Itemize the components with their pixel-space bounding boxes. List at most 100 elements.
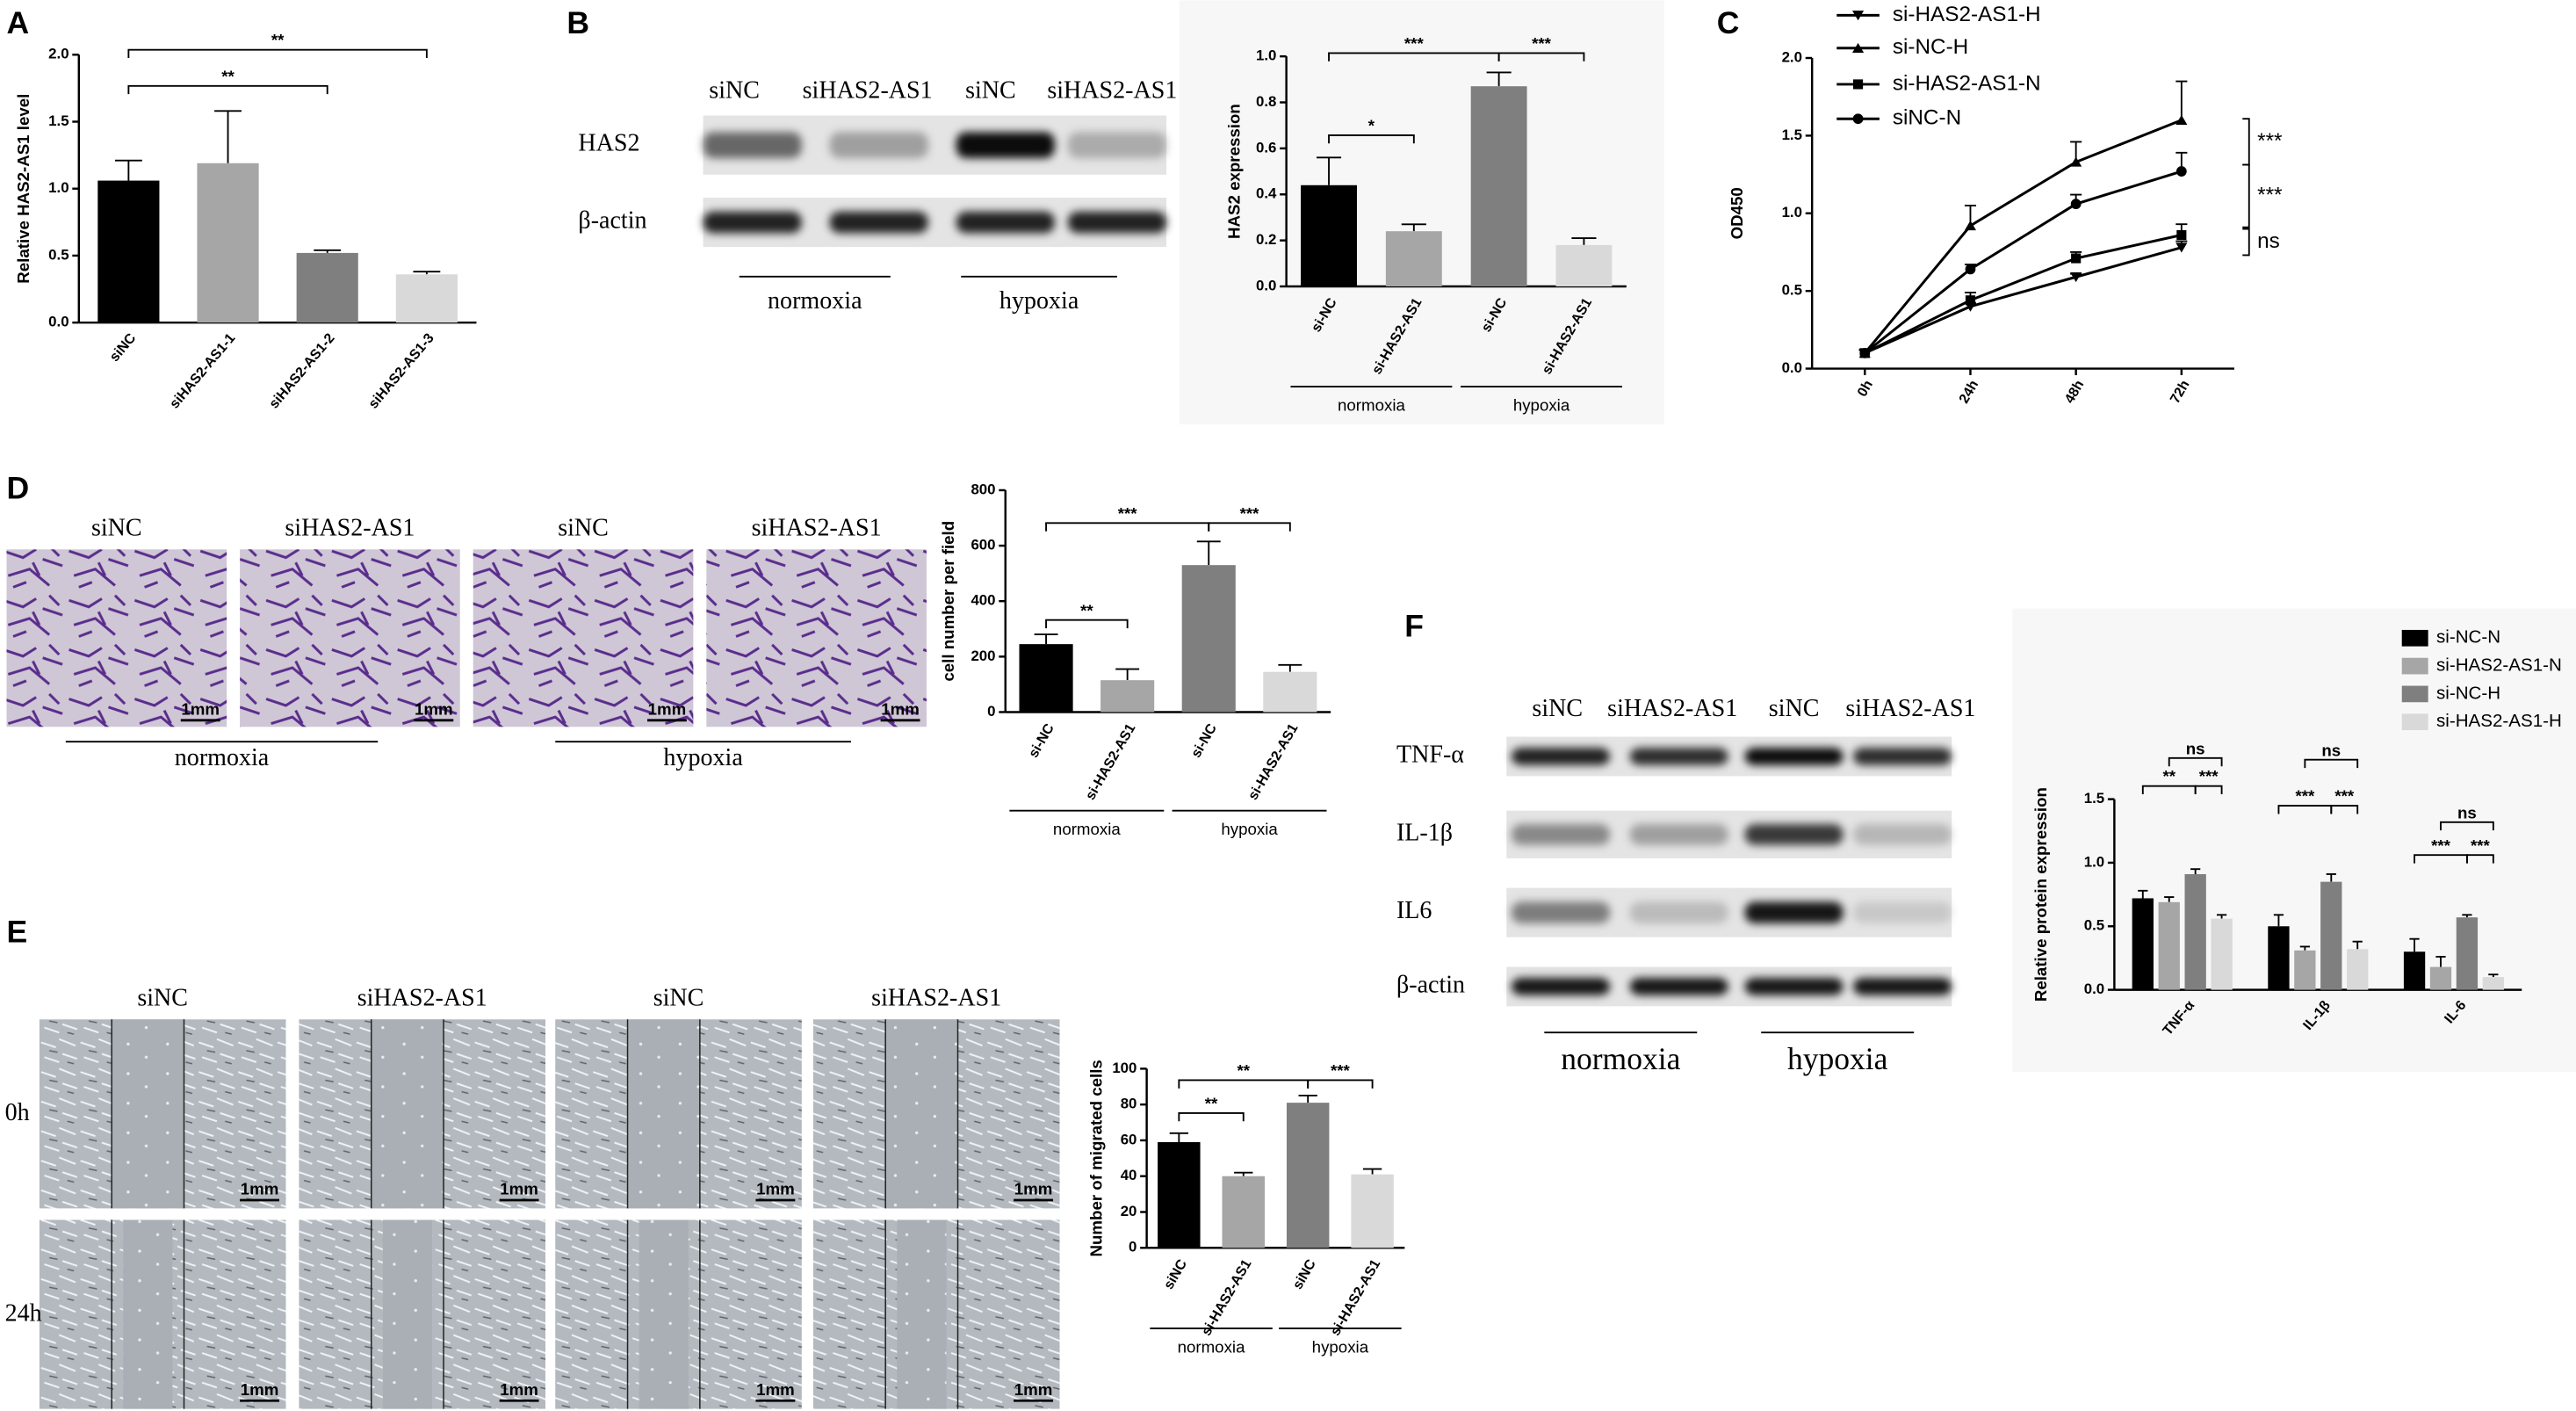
y-tick-label: 0.6 — [1256, 139, 1276, 156]
blot-band — [1852, 901, 1952, 924]
bar — [2482, 977, 2505, 990]
column-label: siHAS2-AS1 — [285, 514, 415, 541]
marker — [1859, 347, 1871, 358]
lane-label: siNC — [965, 77, 1016, 105]
significance-label: *** — [2257, 129, 2283, 153]
blot-band — [1629, 748, 1728, 765]
significance-label: ns — [2257, 229, 2280, 253]
legend-swatch — [2401, 713, 2428, 731]
lane-label: siHAS2-AS1 — [1607, 695, 1737, 722]
significance-bracket — [2440, 821, 2494, 831]
significance-label: ns — [2321, 741, 2341, 759]
significance-label: *** — [2431, 836, 2451, 855]
scale-bar-label: 1mm — [881, 700, 920, 719]
bar — [1019, 644, 1073, 713]
bar — [1263, 671, 1317, 713]
bar — [2347, 949, 2369, 990]
error-bar — [1401, 223, 1426, 232]
scale-bar-label: 1mm — [415, 700, 453, 719]
error-bar — [2352, 940, 2363, 950]
error-bar — [2216, 914, 2227, 919]
micrograph — [240, 549, 460, 727]
bar — [2429, 966, 2452, 990]
y-tick-label: 0.0 — [48, 314, 69, 330]
y-tick-label: 0.4 — [1256, 185, 1277, 202]
error-bar — [413, 271, 441, 275]
y-tick-label: 0.0 — [1782, 359, 1802, 376]
legend-swatch — [2401, 685, 2428, 703]
bar — [395, 274, 458, 323]
column-label: siNC — [558, 514, 609, 541]
bar — [1351, 1174, 1394, 1248]
error-bar — [2190, 868, 2201, 874]
significance-bracket — [2194, 785, 2223, 795]
error-bar — [2326, 873, 2336, 882]
significance-label: ** — [1080, 601, 1093, 619]
wound-gap — [123, 1219, 173, 1409]
y-tick-label: 600 — [971, 537, 995, 554]
error-bar — [2409, 937, 2420, 952]
wound-gap — [371, 1019, 444, 1209]
panel-background — [2012, 608, 2576, 1073]
group-label: normoxia — [1053, 820, 1121, 838]
error-bar — [1169, 1132, 1189, 1142]
blot-band — [1067, 132, 1167, 158]
x-tick-label: 0h — [1855, 378, 1876, 400]
column-label: siNC — [91, 514, 142, 541]
legend-label: si-NC-N — [2436, 627, 2500, 648]
panel-label: B — [566, 5, 589, 40]
significance-label: ** — [1237, 1061, 1250, 1080]
significance-label: ns — [2457, 803, 2477, 821]
bar — [197, 163, 259, 323]
significance-label: *** — [2295, 787, 2315, 806]
group-label: hypoxia — [663, 744, 743, 771]
bar — [97, 180, 160, 323]
scale-bar-label: 1mm — [756, 1180, 795, 1198]
marker — [2176, 166, 2187, 177]
wound-gap — [382, 1219, 432, 1409]
error-bar — [2435, 956, 2446, 967]
blot-band — [1744, 823, 1844, 845]
lane-label: siHAS2-AS1 — [803, 77, 933, 105]
blot-band — [829, 132, 928, 158]
blot-band — [956, 132, 1055, 158]
row-label: HAS2 — [578, 130, 639, 157]
marker — [2176, 114, 2188, 125]
significance-label: *** — [2334, 787, 2355, 806]
scale-bar-label: 1mm — [500, 1380, 538, 1399]
y-tick-label: 0.5 — [1782, 282, 1802, 299]
significance-label: ** — [271, 31, 285, 49]
significance-label: ** — [1205, 1094, 1218, 1112]
blot-band — [1511, 748, 1611, 765]
wound-gap — [112, 1019, 184, 1209]
blot-band — [1511, 901, 1611, 924]
marker — [2070, 156, 2082, 167]
error-bar — [1278, 663, 1302, 672]
legend-label: si-HAS2-AS1-H — [1893, 3, 2041, 26]
legend-label: si-HAS2-AS1-N — [1893, 71, 2041, 95]
blot-band — [1067, 211, 1167, 234]
legend-swatch — [2401, 629, 2428, 647]
significance-label: ** — [221, 67, 235, 85]
marker — [2176, 229, 2187, 241]
error-bar — [214, 110, 242, 163]
row-label: IL6 — [1396, 897, 1432, 924]
bar — [1301, 185, 1357, 287]
marker — [1852, 42, 1865, 54]
y-tick-label: 1.0 — [48, 179, 69, 196]
y-tick-label: 400 — [971, 592, 995, 609]
y-tick-label: 2.0 — [48, 46, 69, 62]
blot-band — [1744, 977, 1844, 995]
significance-bracket — [127, 84, 328, 95]
group-label: hypoxia — [1221, 820, 1278, 838]
group-label: normoxia — [1338, 396, 1405, 415]
y-tick-label: 1.0 — [1782, 204, 1802, 221]
group-label: normoxia — [175, 744, 270, 771]
marker — [1964, 221, 1977, 231]
y-axis-label: cell number per field — [939, 521, 957, 682]
y-tick-label: 800 — [971, 481, 995, 497]
lane-label: siNC — [1769, 695, 1820, 722]
scale-bar-label: 1mm — [500, 1180, 538, 1198]
bar — [2268, 926, 2290, 990]
